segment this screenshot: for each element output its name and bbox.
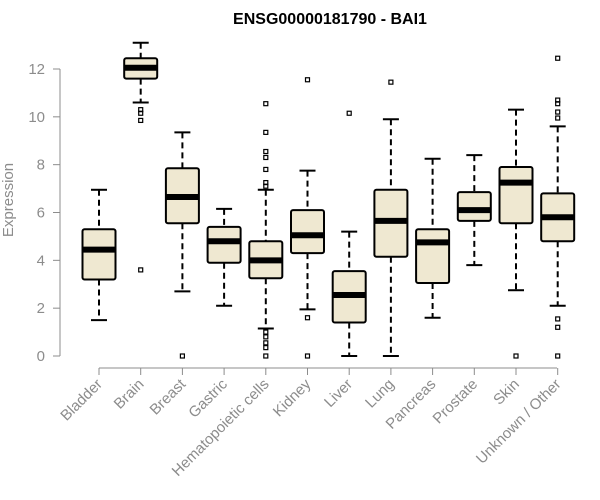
box-iqr: [498, 166, 534, 225]
outlier-point: [263, 329, 269, 335]
box-group-bladder: [81, 188, 117, 322]
x-tick-label: Skin: [490, 376, 523, 409]
box-group-gastric: [206, 207, 242, 307]
y-tick-label: 6: [37, 205, 45, 222]
outlier-point: [388, 79, 394, 85]
outlier-point: [555, 316, 561, 322]
box-group-breast: [164, 131, 200, 359]
box-iqr: [81, 228, 117, 281]
box-iqr: [206, 225, 242, 264]
outlier-point: [555, 101, 561, 107]
x-tick-label: Lung: [362, 376, 398, 412]
outlier-point: [263, 334, 269, 340]
box-group-kidney: [290, 77, 325, 359]
box-iqr: [415, 228, 451, 285]
outlier-point: [138, 110, 144, 116]
chart-title: ENSG00000181790 - BAI1: [233, 11, 427, 28]
box-group-lung: [373, 79, 409, 357]
box-iqr: [456, 191, 492, 222]
outlier-point: [346, 110, 352, 116]
box-iqr: [290, 209, 325, 255]
box-group-liver: [331, 110, 367, 357]
outlier-point: [263, 148, 269, 155]
y-axis-ticks: 0 2 4 6 8 10 12: [28, 61, 60, 365]
outlier-point: [263, 353, 269, 359]
x-tick-label: Breast: [147, 375, 190, 418]
outlier-point: [179, 353, 185, 359]
outlier-point: [555, 55, 561, 61]
box-group-pancreas: [415, 157, 451, 319]
x-tick-label: Bladder: [57, 376, 106, 425]
outlier-point: [263, 166, 269, 173]
outlier-point: [555, 353, 561, 359]
box-group-prostate: [456, 154, 492, 267]
box-group-brain: [123, 41, 159, 273]
x-tick-label: Liver: [321, 376, 356, 411]
y-tick-label: 2: [37, 300, 45, 317]
outlier-point: [304, 77, 311, 83]
box-group-hematopoietic-cells: [248, 101, 284, 359]
y-tick-label: 8: [37, 157, 45, 174]
outlier-point: [304, 353, 311, 359]
box-series: [81, 41, 576, 359]
outlier-point: [263, 154, 269, 161]
x-tick-label: Brain: [111, 376, 148, 413]
outlier-point: [138, 117, 144, 124]
box-group-skin: [498, 108, 534, 359]
y-tick-label: 4: [37, 252, 45, 269]
x-tick-label: Kidney: [270, 375, 315, 420]
outlier-point: [263, 340, 269, 346]
y-axis-label: Expression: [0, 163, 17, 237]
outlier-point: [304, 315, 311, 321]
outlier-point: [513, 353, 519, 359]
outlier-point: [555, 115, 561, 121]
x-tick-label: Prostate: [430, 376, 482, 428]
box-group-unknown-other: [540, 55, 576, 359]
outlier-point: [263, 101, 269, 107]
outlier-point: [555, 109, 561, 115]
outlier-point: [555, 324, 561, 330]
y-tick-label: 12: [28, 61, 45, 78]
y-tick-label: 10: [28, 109, 45, 126]
outlier-point: [263, 345, 269, 351]
outlier-point: [138, 267, 144, 273]
outlier-point: [263, 183, 269, 189]
outlier-point: [263, 129, 269, 135]
y-tick-label: 0: [37, 348, 45, 365]
